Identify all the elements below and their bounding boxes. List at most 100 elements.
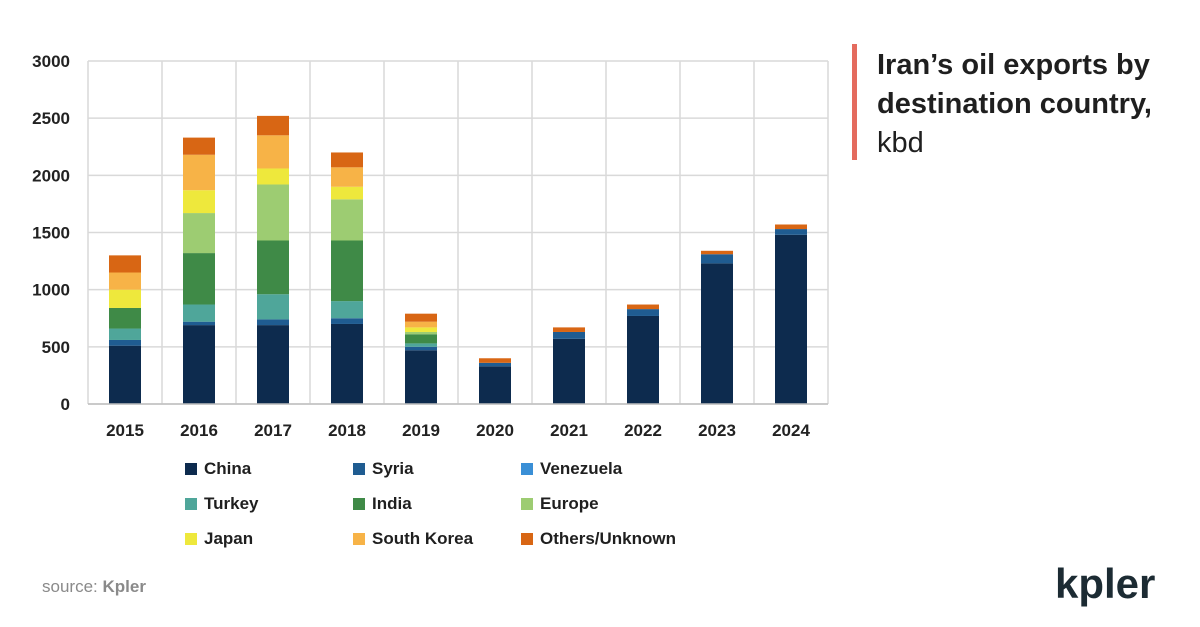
legend-item: Others/Unknown [521,527,676,551]
bar-segment-others-unknown [627,304,659,310]
legend-swatch [521,533,533,545]
x-tick-label: 2018 [328,421,366,440]
legend-swatch [185,533,197,545]
bar-segment-south-korea [405,321,437,328]
bar-segment-china [331,323,363,404]
bar-segment-china [775,234,807,404]
legend-item: Syria [353,457,414,481]
legend-label: Japan [204,529,254,548]
bar-segment-india [405,334,437,344]
x-tick-label: 2015 [106,421,144,440]
y-tick-label: 1500 [32,224,70,243]
legend-swatch [521,498,533,510]
bar-segment-india [183,253,215,305]
legend-swatch [353,533,365,545]
bar-segment-south-korea [109,272,141,290]
chart-legend: China Syria Venezuela Turkey India Europe Japa… [185,455,705,555]
bar-segment-syria [257,319,289,326]
bar-segment-japan [109,289,141,308]
bar-segment-syria [775,229,807,235]
bar-segment-india [331,240,363,302]
bar-segment-south-korea [331,167,363,187]
legend-swatch [353,498,365,510]
x-tick-label: 2017 [254,421,292,440]
bar-segment-syria [553,331,585,339]
x-tick-label: 2020 [476,421,514,440]
bar-segment-china [183,325,215,404]
bar-segment-japan [183,190,215,214]
bar-segment-syria [331,318,363,324]
bar-segment-china [405,350,437,404]
bar-segment-syria [701,254,733,264]
y-tick-label: 2000 [32,166,70,185]
bar-segment-europe [331,199,363,241]
legend-swatch [521,463,533,475]
x-tick-label: 2019 [402,421,440,440]
bar-segment-south-korea [257,135,289,169]
bar-segment-turkey [257,294,289,320]
bar-segment-others-unknown [701,250,733,255]
x-tick-label: 2024 [772,421,810,440]
legend-label: Venezuela [540,459,623,478]
legend-label: India [372,494,412,513]
y-tick-label: 0 [61,395,70,414]
bar-segment-europe [257,184,289,241]
bar-segment-others-unknown [479,358,511,363]
bar-segment-others-unknown [257,115,289,136]
bar-segment-turkey [331,301,363,319]
legend-label: Europe [540,494,599,513]
legend-item: Venezuela [521,457,622,481]
bar-segment-turkey [109,328,141,340]
bar-segment-others-unknown [109,255,141,273]
bar-segment-china [627,315,659,404]
bar-segment-others-unknown [405,313,437,322]
bar-segment-china [479,366,511,404]
bar-segment-china [553,338,585,404]
bar-segment-japan [257,168,289,185]
x-tick-label: 2021 [550,421,588,440]
x-tick-label: 2022 [624,421,662,440]
bar-segment-syria [109,339,141,346]
legend-label: South Korea [372,529,474,548]
stacked-bar-chart: 0 500 1000 1500 2000 2500 3000 2015 2016 2017 2018… [32,52,829,440]
legend-item: India [353,492,412,516]
legend-item: Japan [185,527,253,551]
chart-title: Iran’s oil exports by destination countr… [877,46,1182,163]
bar-segment-south-korea [183,154,215,191]
bar-segment-turkey [405,343,437,347]
legend-swatch [353,463,365,475]
bar-segment-syria [479,362,511,367]
bar-segment-syria [183,321,215,326]
y-tick-label: 1000 [32,281,70,300]
legend-label: Syria [372,459,414,478]
legend-swatch [185,463,197,475]
bar-segment-others-unknown [775,224,807,230]
legend-item: South Korea [353,527,473,551]
y-tick-label: 3000 [32,52,70,71]
bar-segment-india [109,307,141,329]
source-label: source: [42,577,103,596]
kpler-logo: kpler [1055,560,1156,607]
bar-segment-india [257,240,289,295]
legend-label: China [204,459,252,478]
bar-segment-japan [331,186,363,200]
legend-item: Europe [521,492,599,516]
chart-title-block: Iran’s oil exports by destination countr… [852,44,1182,160]
bar-segment-syria [627,309,659,316]
source-note: source: Kpler [42,577,146,597]
legend-swatch [185,498,197,510]
chart-title-main: Iran’s oil exports by destination countr… [877,49,1152,120]
legend-item: China [185,457,251,481]
bar-segment-syria [405,346,437,351]
legend-item: Turkey [185,492,259,516]
y-tick-label: 500 [42,338,70,357]
bar-segment-china [109,345,141,404]
bar-segment-turkey [183,304,215,322]
source-name: Kpler [102,577,146,596]
bar-segment-others-unknown [331,152,363,168]
bar-segment-others-unknown [183,137,215,155]
x-tick-label: 2016 [180,421,218,440]
x-tick-label: 2023 [698,421,736,440]
y-tick-label: 2500 [32,109,70,128]
bar-segment-others-unknown [553,327,585,332]
